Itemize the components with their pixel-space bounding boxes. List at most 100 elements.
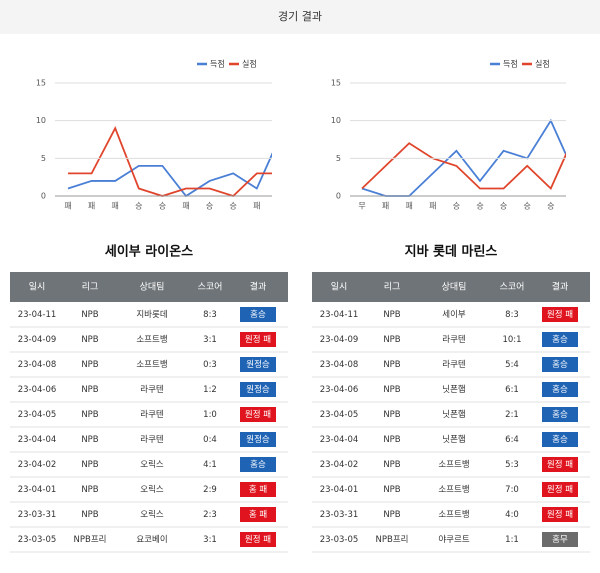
column-header: 스코어 [198,282,223,293]
x-tick-label: 승 [524,202,531,211]
y-tick-label: 5 [336,154,341,163]
legend-label: 득점 [210,59,225,69]
cell: 세이부 [442,309,466,320]
y-tick-label: 0 [41,192,46,201]
cell: NPB [81,385,98,395]
cell: NPB프리 [376,535,409,545]
cell: 23-04-09 [18,335,57,345]
result-label: 원정 패 [245,334,271,345]
team-name: 지바 롯데 마린스 [405,244,498,260]
cell: 23-04-02 [320,460,359,470]
y-tick-label: 15 [36,79,46,88]
column-header: 리그 [384,282,401,293]
x-tick-label: 승 [159,202,166,211]
cell: 닛폰햄 [442,384,465,395]
cell: 23-04-11 [320,310,359,320]
cell: 야쿠르트 [438,534,469,545]
cell: 라쿠텐 [442,359,466,370]
cell: 4:0 [505,510,519,520]
result-label: 원정승 [246,359,270,370]
result-badge [240,482,276,497]
cell: 8:3 [203,310,217,320]
result-badge [542,432,578,447]
x-tick-label: 승 [230,202,237,211]
cell: 소프트뱅 [438,484,469,495]
cell: NPB [81,335,98,345]
column-header: 결과 [552,282,569,293]
result-label: 원정승 [246,384,270,395]
column-header: 일시 [331,282,348,293]
x-tick-label: 패 [429,201,436,211]
cell: 라쿠텐 [140,384,164,395]
y-tick-label: 10 [36,116,46,125]
cell: 23-04-08 [18,360,57,370]
result-label: 원정 패 [547,459,573,470]
cell: 3:1 [203,335,217,345]
x-tick-label: 무 [358,202,365,211]
x-tick-label: 승 [206,202,213,211]
cell: NPB [383,410,400,420]
x-tick-label: 패 [406,201,413,211]
cell: 0:3 [203,360,217,370]
cell: 23-03-05 [18,535,57,545]
cell: 23-04-01 [320,485,359,495]
result-label: 원정승 [246,434,270,445]
result-label: 홈승 [552,434,568,445]
x-tick-label: 패 [571,201,578,211]
cell: 5:4 [505,360,519,370]
result-badge [542,357,578,372]
x-tick-label: 승 [277,202,284,211]
result-badge [240,457,276,472]
result-badge [542,307,578,322]
result-label: 홈승 [552,334,568,345]
cell: 23-04-05 [18,410,57,420]
x-tick-label: 승 [135,202,142,211]
result-badge [542,532,578,547]
result-badge [542,457,578,472]
cell: 1:0 [203,410,217,420]
column-header: 상대팀 [140,281,165,293]
column-header: 스코어 [500,282,525,293]
result-label: 원정 패 [547,509,573,520]
series-line [68,126,272,198]
x-tick-label: 패 [64,201,71,211]
cell: 4:1 [203,460,217,470]
cell: 6:1 [505,385,519,395]
cell: 닛폰햄 [442,434,465,445]
cell: NPB [383,385,400,395]
cell: 7:0 [505,485,519,495]
page-title: 경기 결과 [278,10,322,23]
y-tick-label: 0 [336,192,341,201]
y-tick-label: 5 [41,154,46,163]
cell: 라쿠텐 [442,334,466,345]
cell: NPB [81,460,98,470]
cell: 23-04-06 [320,385,359,395]
line-chart: 패 패 패 승 승 패 승 승 패 승 0 5 10 15 득점 실점 [36,59,284,211]
cell: 23-04-11 [18,310,57,320]
cell: 2:3 [203,510,217,520]
cell: 23-03-31 [320,510,359,520]
result-label: 원정 패 [245,409,271,420]
cell: 0:4 [203,435,217,445]
y-tick-label: 10 [331,116,341,125]
cell: 23-04-08 [320,360,359,370]
x-tick-label: 패 [253,201,260,211]
cell: NPB [383,485,400,495]
cell: 1:2 [203,385,217,395]
cell: 오릭스 [140,459,164,470]
result-label: 홈 패 [249,509,267,520]
x-tick-label: 승 [547,202,554,211]
cell: NPB [383,460,400,470]
cell: 23-04-06 [18,385,57,395]
x-tick-label: 패 [88,201,95,211]
cell: 5:3 [505,460,519,470]
cell: 23-04-04 [320,435,359,445]
cell: NPB [81,410,98,420]
cell: NPB [81,360,98,370]
cell: 23-04-01 [18,485,57,495]
